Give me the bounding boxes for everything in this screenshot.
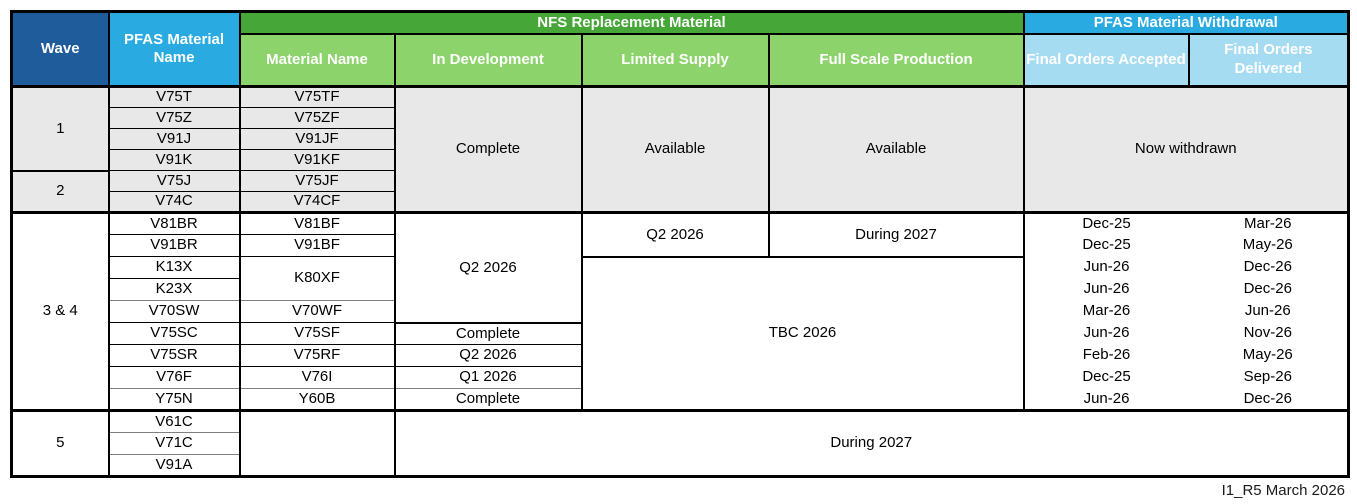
replacement-name-cell: V76I (238, 366, 396, 389)
final-orders-delivered-cell: Dec-26 (1243, 258, 1292, 276)
final-orders-delivered-cell: Nov-26 (1243, 324, 1292, 342)
in-development-cell: Q1 2026 (393, 366, 583, 389)
wave-header: Wave (10, 10, 110, 88)
full-scale-production-cell: During 2027 (767, 211, 1025, 258)
pfas-name-cell: V91BR (107, 234, 241, 257)
replacement-name-cell: K80XF (238, 256, 396, 301)
pfas-name-cell: V75J (107, 170, 241, 192)
final-orders-delivered-header: Final Orders Delivered (1187, 32, 1350, 88)
pfas-name-cell: V75T (107, 86, 241, 108)
pfas-name-cell: K23X (107, 278, 241, 301)
pfas-material-withdrawal-header: PFAS Material Withdrawal (1022, 10, 1350, 35)
limited-supply-cell: Q2 2026 (580, 211, 770, 258)
pfas-name-cell: V91K (107, 149, 241, 171)
in-development-header: In Development (393, 32, 583, 88)
final-orders-accepted-header: Final Orders Accepted (1022, 32, 1190, 88)
pfas-name-cell: K13X (107, 256, 241, 279)
final-orders-accepted-cell: Jun-26 (1083, 389, 1130, 407)
replacement-name-cell-empty (238, 409, 396, 478)
wave-group-label: 1 (10, 85, 110, 172)
replacement-name-cell: V75JF (238, 170, 396, 192)
in-development-cell: Complete (393, 85, 583, 214)
final-orders-accepted-cell: Mar-26 (1082, 302, 1131, 320)
final-orders-delivered-cell: Dec-26 (1243, 389, 1292, 407)
in-development-cell: Complete (393, 322, 583, 345)
tbc-cell: TBC 2026 (580, 255, 1025, 412)
final-orders-accepted-cell: Dec-25 (1082, 236, 1131, 254)
pfas-name-cell: V76F (107, 366, 241, 389)
pfas-name-cell: V74C (107, 191, 241, 213)
final-orders-accepted-cell: Jun-26 (1083, 258, 1130, 276)
replacement-name-cell: V91KF (238, 149, 396, 171)
pfas-name-cell: V71C (107, 432, 241, 455)
pfas-material-name-header: PFAS Material Name (107, 10, 241, 88)
replacement-name-cell: V74CF (238, 191, 396, 213)
limited-supply-cell: Available (580, 85, 770, 214)
final-orders-accepted-cell: Dec-25 (1023, 211, 1189, 235)
full-scale-production-header: Full Scale Production (767, 32, 1025, 88)
final-orders-accepted-cell: Feb-26 (1082, 346, 1131, 364)
limited-supply-header: Limited Supply (580, 32, 770, 88)
replacement-name-cell: V81BF (238, 211, 396, 235)
pfas-replacement-table: Wave PFAS Material Name NFS Replacement … (10, 10, 1350, 478)
pfas-name-cell: V91J (107, 128, 241, 150)
pfas-name-cell: V70SW (107, 300, 241, 323)
final-orders-delivered-cell: Sep-26 (1243, 368, 1292, 386)
replacement-name-cell: V91JF (238, 128, 396, 150)
pfas-name-cell: V75SR (107, 344, 241, 367)
final-orders-accepted-cell: Jun-26 (1083, 280, 1130, 298)
in-development-cell: Q2 2026 (393, 344, 583, 367)
replacement-name-cell: V75ZF (238, 107, 396, 129)
timeline-cell: During 2027 (393, 409, 1350, 478)
nfs-replacement-material-header: NFS Replacement Material (238, 10, 1025, 35)
full-scale-production-cell: Available (767, 85, 1025, 214)
final-orders-delivered-cell: May-26 (1242, 236, 1293, 254)
wave-group-label: 5 (10, 409, 110, 478)
replacement-name-cell: V75TF (238, 86, 396, 108)
replacement-name-cell: V75RF (238, 344, 396, 367)
pfas-name-cell: V91A (107, 454, 241, 477)
pfas-name-cell: V75Z (107, 107, 241, 129)
replacement-name-cell: V75SF (238, 322, 396, 345)
material-name-header: Material Name (238, 32, 396, 88)
revision-note: I1_R5 March 2026 (1221, 482, 1345, 499)
final-orders-delivered-cell: Jun-26 (1244, 302, 1291, 320)
final-orders-delivered-cell: May-26 (1242, 346, 1293, 364)
pfas-name-cell: V75SC (107, 322, 241, 345)
wave-group-label: 3 & 4 (10, 211, 110, 412)
final-orders-delivered-cell: Dec-26 (1243, 280, 1292, 298)
pfas-name-cell: V61C (107, 409, 241, 433)
pfas-name-cell: V81BR (107, 211, 241, 235)
final-orders-delivered-cell: Mar-26 (1188, 211, 1349, 235)
replacement-name-cell: V70WF (238, 300, 396, 323)
replacement-name-cell: V91BF (238, 234, 396, 257)
withdrawal-status-cell: Now withdrawn (1022, 85, 1350, 214)
in-development-cell: Complete (393, 388, 583, 411)
replacement-name-cell: Y60B (238, 388, 396, 411)
final-orders-accepted-cell: Dec-25 (1082, 368, 1131, 386)
wave-group-label: 2 (10, 169, 110, 214)
in-development-cell: Q2 2026 (393, 211, 583, 324)
final-orders-accepted-cell: Jun-26 (1083, 324, 1130, 342)
pfas-name-cell: Y75N (107, 388, 241, 411)
